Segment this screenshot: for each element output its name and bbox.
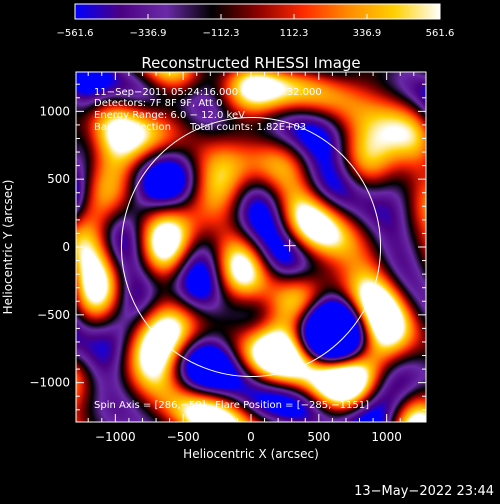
- timestamp: 13−May−2022 23:44: [354, 484, 494, 499]
- y-tick-label: −1000: [29, 376, 70, 390]
- colorbar: [74, 3, 441, 20]
- sun-center-cross: [283, 239, 296, 252]
- annotation-spin-axis-flare: Spin Axis = [286,−59] Flare Position = […: [94, 400, 369, 411]
- axis-ticks: [76, 72, 426, 422]
- annotations: 11−Sep−2011 05:24:16.000 to 05:25:32.000…: [94, 87, 369, 411]
- colorbar-tick-label: −561.6: [56, 28, 93, 39]
- colorbar-tick-label: 112.3: [280, 28, 309, 39]
- colorbar-tick-label: −336.9: [130, 28, 167, 39]
- y-tick-label: −500: [37, 308, 70, 322]
- y-tick-label: 1000: [39, 104, 70, 118]
- x-tick-label: 1000: [371, 430, 402, 444]
- annotation-time-range: 11−Sep−2011 05:24:16.000 to 05:25:32.000: [94, 87, 322, 98]
- x-tick-label: 0: [247, 430, 255, 444]
- colorbar-tick-label: −112.3: [202, 28, 239, 39]
- x-tick-labels: −1000 −500 0 500 1000: [95, 430, 402, 444]
- solar-limb-circle: [120, 116, 382, 378]
- y-tick-label: 500: [47, 172, 70, 186]
- x-tick-label: 500: [307, 430, 330, 444]
- annotation-energy-range: Energy Range: 6.0 − 12.0 keV: [94, 110, 245, 121]
- colorbar-tick-label: 561.6: [426, 28, 455, 39]
- y-tick-labels: −1000 −500 0 500 1000: [29, 104, 70, 389]
- colorbar-tick-label: 336.9: [353, 28, 382, 39]
- annotation-method-counts: Back Projection Total counts: 1.82E+03: [94, 122, 306, 133]
- heatmap-area: [76, 72, 426, 422]
- y-tick-label: 0: [62, 240, 70, 254]
- x-axis-label: Heliocentric X (arcsec): [183, 447, 319, 461]
- colorbar-ticks: −561.6 −336.9 −112.3 112.3 336.9 561.6: [56, 14, 454, 39]
- x-tick-label: −500: [167, 430, 200, 444]
- annotation-detectors: Detectors: 7F 8F 9F, Att 0: [94, 98, 222, 109]
- x-tick-label: −1000: [95, 430, 136, 444]
- y-axis-label: Heliocentric Y (arcsec): [1, 180, 15, 315]
- heatmap-canvas: [76, 72, 426, 422]
- chart-title: Reconstructed RHESSI Image: [141, 54, 360, 72]
